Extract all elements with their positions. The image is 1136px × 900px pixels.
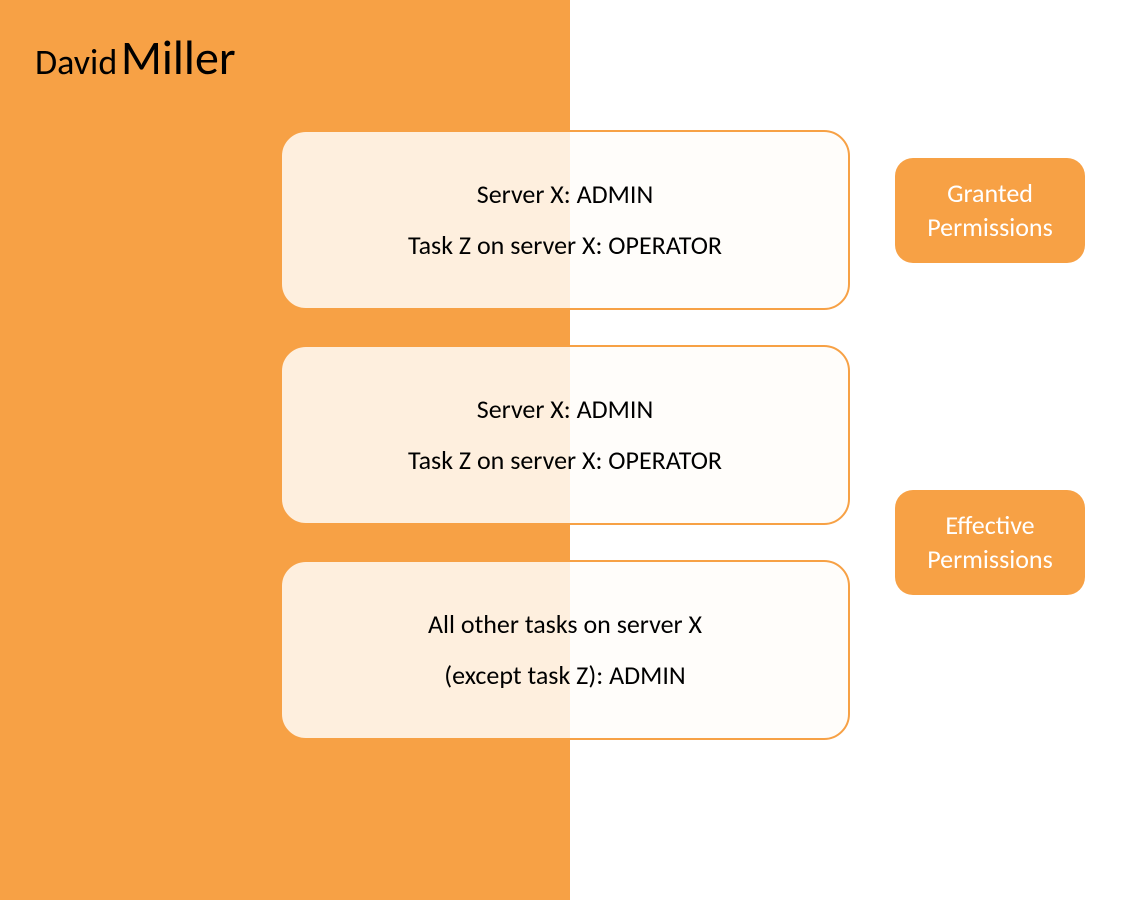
granted-permissions-box: Server X: ADMIN Task Z on server X: OPER… [280, 130, 850, 310]
granted-label: Granted Permissions [895, 158, 1085, 263]
permission-line: (except task Z): ADMIN [444, 658, 685, 693]
label-line: Permissions [927, 543, 1053, 577]
user-first-name: David [35, 40, 117, 84]
permission-line: Task Z on server X: OPERATOR [408, 228, 722, 263]
label-line: Permissions [927, 211, 1053, 245]
permission-line: Server X: ADMIN [477, 177, 654, 212]
permission-line: Task Z on server X: OPERATOR [408, 443, 722, 478]
user-name: David Miller [35, 28, 236, 87]
label-line: Effective [945, 509, 1034, 543]
label-line: Granted [947, 177, 1033, 211]
effective-label: Effective Permissions [895, 490, 1085, 595]
permission-line: All other tasks on server X [428, 607, 702, 642]
effective-permissions-box-2: All other tasks on server X (except task… [280, 560, 850, 740]
permission-line: Server X: ADMIN [477, 392, 654, 427]
user-last-name: Miller [121, 28, 236, 87]
effective-permissions-box-1: Server X: ADMIN Task Z on server X: OPER… [280, 345, 850, 525]
